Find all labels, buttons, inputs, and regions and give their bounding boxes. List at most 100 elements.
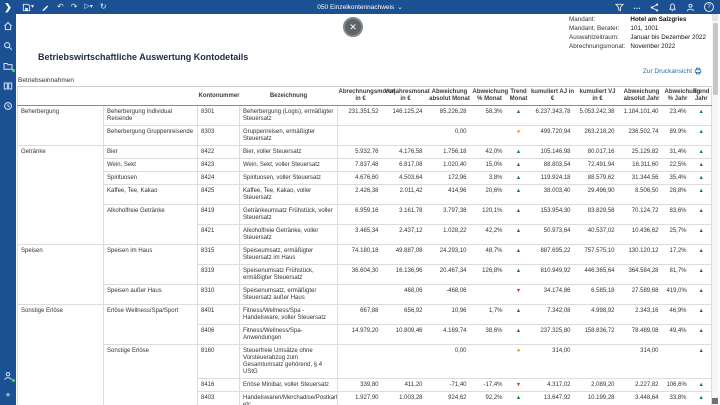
value-cell: 81,7%: [664, 265, 692, 285]
value-cell: 33,8%: [664, 392, 692, 405]
account-name-cell: Speiseumsatz, ermäßigter Steuersatz im H…: [240, 245, 338, 265]
value-cell: 1.028,22: [428, 225, 472, 245]
account-row[interactable]: Kaffee, Tee, Kakao8425Kaffee, Tee, Kakao…: [18, 185, 712, 205]
edit-icon[interactable]: [41, 3, 50, 12]
value-cell: 6.237.343,78: [530, 106, 576, 126]
trend-cell: ▲: [692, 345, 712, 379]
share-icon[interactable]: [650, 3, 659, 12]
documents-icon[interactable]: [0, 58, 16, 74]
trend-cell: ▲: [508, 225, 530, 245]
account-number-cell: 8421: [198, 225, 240, 245]
filter-icon[interactable]: [615, 3, 624, 12]
value-cell: 36.604,30: [338, 265, 384, 285]
value-cell: 364.584,28: [620, 265, 664, 285]
account-row[interactable]: SpeisenSpeisen im Haus8315Speiseumsatz, …: [18, 245, 712, 265]
value-cell: 49.887,08: [384, 245, 428, 265]
account-row[interactable]: Alkoholfreie Getränke8419Getränkeumsatz …: [18, 205, 712, 225]
home-icon[interactable]: [0, 18, 16, 34]
subcategory-cell: Erlöse Wellness/Spa/Sport: [104, 305, 198, 345]
print-view-label: Zur Druckansicht: [643, 68, 692, 75]
trend-cell: ▲: [692, 146, 712, 159]
account-row[interactable]: BeherbergungBeherbergung Individual Reis…: [18, 106, 712, 126]
account-name-cell: Beherbergung (Logis), ermäßigter Steuers…: [240, 106, 338, 126]
trend-down-icon: ▼: [516, 288, 521, 294]
undo-icon[interactable]: ↶: [57, 3, 64, 11]
account-row[interactable]: Wein, Sekt8423Wein, Sekt, voller Steuers…: [18, 159, 712, 172]
subcategory-cell: Sonstige Erlöse: [104, 345, 198, 405]
account-row[interactable]: Sonstige Erlöse8160Steuerfreie Umsätze o…: [18, 345, 712, 379]
value-cell: 58,3%: [472, 106, 508, 126]
add-icon[interactable]: +: [0, 387, 16, 403]
value-cell: 172,96: [428, 172, 472, 185]
account-number-cell: 8310: [198, 285, 240, 305]
value-cell: 4.176,58: [384, 146, 428, 159]
account-row[interactable]: Beherbergung Gruppenreisende8303Gruppenr…: [18, 126, 712, 146]
close-button[interactable]: ✕: [343, 17, 363, 37]
value-cell: 10.436,62: [620, 225, 664, 245]
value-cell: 17,2%: [664, 245, 692, 265]
account-row[interactable]: GetränkeBier8422Bier, voller Steuersatz5…: [18, 146, 712, 159]
value-cell: 10.199,28: [576, 392, 620, 405]
column-header: Abweichung absolut Jahr: [620, 87, 664, 106]
scrollbar-thumb[interactable]: [713, 23, 718, 95]
value-cell: 237.325,80: [530, 325, 576, 345]
library-icon[interactable]: [0, 78, 16, 94]
info-panel: Mandant:Hotel am SalzgriesMandant, Berat…: [569, 16, 706, 51]
category-cell: Getränke: [18, 146, 104, 245]
account-row[interactable]: Spirituosen8424Spirituosen, voller Steue…: [18, 172, 712, 185]
chevron-down-icon: ⌄: [397, 3, 402, 11]
run-icon[interactable]: ▷▾: [84, 3, 92, 11]
trend-down-icon: ▼: [516, 382, 521, 388]
value-cell: 4.676,60: [338, 172, 384, 185]
redo-icon[interactable]: ↷: [71, 3, 78, 11]
value-cell: 414,96: [428, 185, 472, 205]
value-cell: 34.174,86: [530, 285, 576, 305]
scroll-up-arrow[interactable]: [712, 14, 718, 21]
scrollbar-corner: [712, 398, 718, 404]
value-cell: 83.829,58: [576, 205, 620, 225]
trend-cell: ▼: [508, 285, 530, 305]
help-icon[interactable]: ?: [704, 2, 714, 12]
contacts-icon[interactable]: [0, 368, 16, 384]
value-cell: 5.053.242,38: [576, 106, 620, 126]
value-cell: 924,62: [428, 392, 472, 405]
trend-up-icon: ▲: [699, 382, 704, 388]
vertical-scrollbar[interactable]: [712, 14, 718, 405]
save-icon[interactable]: ▾: [22, 3, 34, 12]
app-logo-icon[interactable]: ❯: [0, 2, 16, 12]
value-cell: 120,1%: [472, 205, 508, 225]
search-icon[interactable]: [0, 38, 16, 54]
value-cell: 20.467,34: [428, 265, 472, 285]
account-row[interactable]: Sonstige ErlöseErlöse Wellness/Spa/Sport…: [18, 305, 712, 325]
trend-up-icon: ▲: [699, 109, 704, 115]
column-header: Abweichung % Monat: [472, 87, 508, 106]
value-cell: 10,96: [428, 305, 472, 325]
value-cell: 8.506,50: [620, 185, 664, 205]
value-cell: 153.954,30: [530, 205, 576, 225]
info-value: Hotel am Salzgries: [630, 16, 706, 24]
value-cell: 3.161,78: [384, 205, 428, 225]
value-cell: 158.836,72: [576, 325, 620, 345]
value-cell: 1.003,28: [384, 392, 428, 405]
value-cell: 5.932,76: [338, 146, 384, 159]
value-cell: 446.365,64: [576, 265, 620, 285]
print-view-link[interactable]: Zur Druckansicht: [643, 67, 702, 75]
trend-cell: ▲: [508, 172, 530, 185]
history-icon[interactable]: [0, 98, 16, 114]
value-cell: 89,9%: [664, 126, 692, 146]
value-cell: 1.756,18: [428, 146, 472, 159]
trend-up-icon: ▲: [699, 308, 704, 314]
user-icon[interactable]: [686, 3, 695, 12]
value-cell: 74.180,18: [338, 245, 384, 265]
value-cell: [384, 345, 428, 379]
refresh-icon[interactable]: ↻: [100, 3, 107, 11]
column-header: Kontonummer: [198, 87, 240, 106]
account-row[interactable]: Speisen außer Haus8310Speisenumsatz, erm…: [18, 285, 712, 305]
column-header: Abweichung absolut Monat: [428, 87, 472, 106]
value-cell: 236.502,74: [620, 126, 664, 146]
more-icon[interactable]: …: [633, 3, 641, 11]
app-title-dropdown[interactable]: 050 Einzelkontennachweis ⌄: [317, 3, 402, 11]
category-cell: Sonstige Erlöse: [18, 305, 104, 405]
value-cell: 42,0%: [472, 146, 508, 159]
notifications-icon[interactable]: [668, 3, 677, 12]
